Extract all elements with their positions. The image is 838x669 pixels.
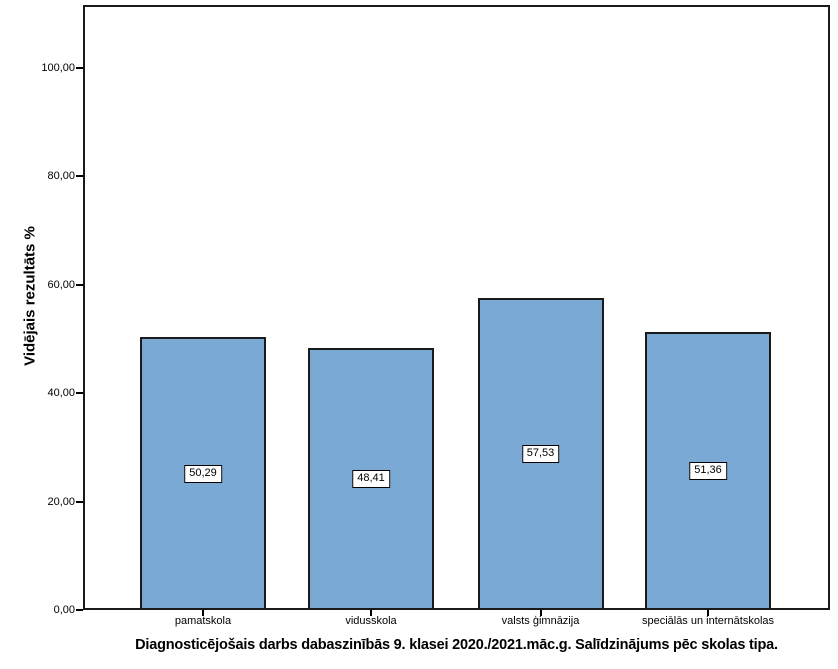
bar-value-label: 57,53 xyxy=(521,445,560,464)
y-axis-title: Vidējais rezultāts % xyxy=(21,226,39,366)
y-axis-tick-label: 20,00 xyxy=(47,495,75,508)
y-axis-tick-label: 40,00 xyxy=(47,387,75,400)
y-axis-tick-mark xyxy=(76,67,83,69)
x-axis-tick-mark xyxy=(707,610,709,616)
x-axis-tick-label: pamatskola xyxy=(174,615,232,627)
x-axis-tick-label: valsts ģimnāzija xyxy=(501,615,580,627)
bar-value-label: 50,29 xyxy=(184,464,222,483)
x-axis-tick-mark xyxy=(370,610,372,616)
x-axis-tick-mark xyxy=(202,610,204,616)
chart-title: Diagnosticējošais darbs dabaszinībās 9. … xyxy=(135,637,778,653)
y-axis-tick-label: 60,00 xyxy=(47,278,75,291)
y-axis-tick-label: 80,00 xyxy=(47,170,75,183)
x-axis-tick-label: speciālās un internātskolas xyxy=(641,615,775,627)
y-axis-tick-mark xyxy=(76,500,83,503)
y-axis-tick-mark xyxy=(76,283,83,286)
bar-value-label: 51,36 xyxy=(689,461,727,480)
y-axis-tick-mark xyxy=(76,175,83,178)
y-axis-tick-label: 0,00 xyxy=(53,604,75,616)
y-axis-tick-mark xyxy=(76,392,83,395)
bar-value-label: 48,41 xyxy=(352,469,390,488)
y-axis-tick-mark xyxy=(76,609,83,611)
y-axis-tick-label: 100,00 xyxy=(41,62,75,74)
x-axis-tick-mark xyxy=(539,610,542,616)
x-axis-tick-label: vidusskola xyxy=(345,615,397,627)
